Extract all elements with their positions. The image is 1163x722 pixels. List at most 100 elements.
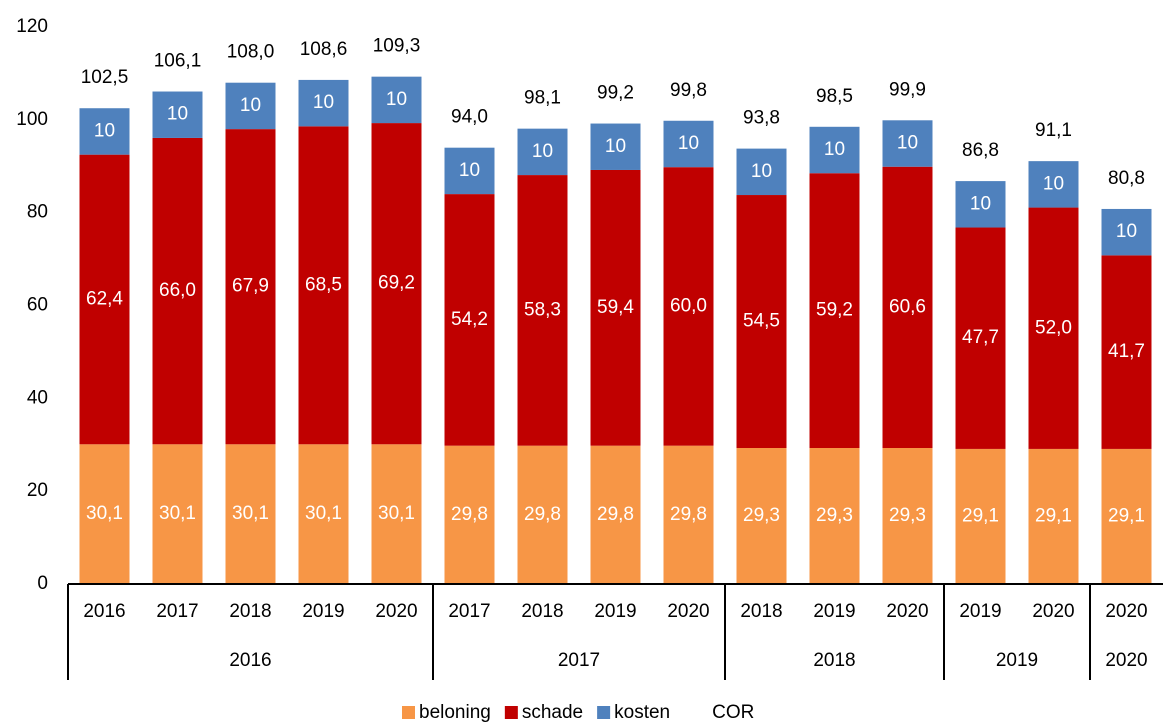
data-label: 29,8	[597, 504, 634, 525]
total-label: 98,1	[524, 88, 561, 109]
data-label: 29,3	[743, 505, 780, 526]
x-tick-label: 2020	[886, 601, 928, 622]
total-label: 98,5	[816, 86, 853, 107]
bar-segment	[371, 444, 422, 584]
data-label: 54,5	[743, 311, 780, 332]
bar-segment	[371, 76, 422, 124]
bar-segment	[1101, 448, 1152, 584]
total-label: 99,9	[889, 79, 926, 100]
bar-segment	[736, 195, 787, 448]
data-label: 29,1	[962, 505, 999, 526]
legend-swatch	[504, 706, 518, 719]
group-label: 2018	[813, 650, 855, 671]
total-label: 86,8	[962, 140, 999, 161]
data-label: 62,4	[86, 288, 123, 309]
data-label: 10	[751, 161, 772, 182]
total-label: 99,8	[670, 80, 707, 101]
bar-segment	[955, 448, 1006, 584]
y-tick-label: 120	[16, 16, 48, 37]
bar-segment	[1028, 161, 1079, 208]
bar-segment	[663, 167, 714, 446]
total-label: 102,5	[81, 67, 129, 88]
data-label: 67,9	[232, 276, 269, 297]
data-label: 30,1	[86, 503, 123, 524]
y-tick-label: 40	[27, 387, 48, 408]
data-label: 10	[970, 193, 991, 214]
bar-segment	[1101, 255, 1152, 449]
bar-segment	[517, 445, 568, 584]
data-label: 10	[313, 92, 334, 113]
bar-segment	[1028, 207, 1079, 449]
y-tick-label: 0	[37, 573, 48, 594]
x-tick-label: 2020	[1032, 601, 1074, 622]
bar-segment	[590, 123, 641, 170]
data-label: 29,3	[889, 505, 926, 526]
total-label: 80,8	[1108, 168, 1145, 189]
data-label: 60,0	[670, 295, 707, 316]
group-label: 2016	[229, 650, 271, 671]
y-tick-label: 60	[27, 295, 48, 316]
bar-segment	[298, 79, 349, 127]
total-label: 99,2	[597, 83, 634, 104]
bar-segment	[809, 447, 860, 584]
data-label: 29,8	[670, 504, 707, 525]
bar-segment	[444, 194, 495, 446]
x-tick-label: 2017	[448, 601, 490, 622]
data-label: 29,3	[816, 505, 853, 526]
data-label: 52,0	[1035, 317, 1072, 338]
x-tick-label: 2020	[667, 601, 709, 622]
data-label: 29,8	[451, 504, 488, 525]
bar-segment	[225, 82, 276, 130]
x-tick-label: 2019	[302, 601, 344, 622]
data-label: 10	[532, 141, 553, 162]
bar-segment	[955, 181, 1006, 228]
total-label: 108,0	[227, 42, 275, 63]
data-label: 10	[605, 136, 626, 157]
bar-segment	[371, 123, 422, 445]
total-label: 106,1	[154, 51, 202, 72]
data-label: 30,1	[232, 503, 269, 524]
y-tick-label: 100	[16, 109, 48, 130]
bar-segment	[1028, 448, 1079, 584]
legend-label: beloning	[419, 702, 491, 722]
x-tick-label: 2019	[594, 601, 636, 622]
bar-segment	[590, 169, 641, 446]
total-label: 108,6	[300, 39, 348, 60]
data-label: 10	[94, 120, 115, 141]
y-tick-label: 80	[27, 202, 48, 223]
data-label: 30,1	[305, 503, 342, 524]
data-label: 59,4	[597, 297, 634, 318]
y-tick-label: 20	[27, 480, 48, 501]
group-label: 2019	[996, 650, 1038, 671]
total-label: 91,1	[1035, 120, 1072, 141]
data-label: 41,7	[1108, 341, 1145, 362]
legend-swatch	[402, 706, 415, 719]
bar-segment	[1101, 208, 1152, 256]
data-label: 29,1	[1035, 505, 1072, 526]
total-label: 93,8	[743, 108, 780, 129]
data-label: 58,3	[524, 299, 561, 320]
data-label: 29,1	[1108, 505, 1145, 526]
bar-segment	[590, 445, 641, 584]
data-label: 10	[824, 139, 845, 160]
data-label: 69,2	[378, 273, 415, 294]
bar-segment	[152, 444, 203, 584]
bar-segment	[225, 129, 276, 445]
bar-segment	[736, 148, 787, 196]
bar-segment	[882, 447, 933, 584]
bar-segment	[152, 137, 203, 445]
bar-segment	[298, 444, 349, 584]
data-label: 60,6	[889, 296, 926, 317]
data-label: 30,1	[159, 503, 196, 524]
legend-label: kosten	[614, 702, 670, 722]
bar-segment	[79, 154, 130, 445]
bar-segment	[79, 108, 130, 155]
bar-segment	[444, 445, 495, 584]
total-label: 109,3	[373, 36, 421, 57]
x-tick-label: 2020	[375, 601, 417, 622]
bar-segment	[152, 91, 203, 138]
bar-segment	[809, 173, 860, 448]
data-label: 10	[459, 160, 480, 181]
x-tick-label: 2018	[521, 601, 563, 622]
bar-segment	[517, 175, 568, 446]
